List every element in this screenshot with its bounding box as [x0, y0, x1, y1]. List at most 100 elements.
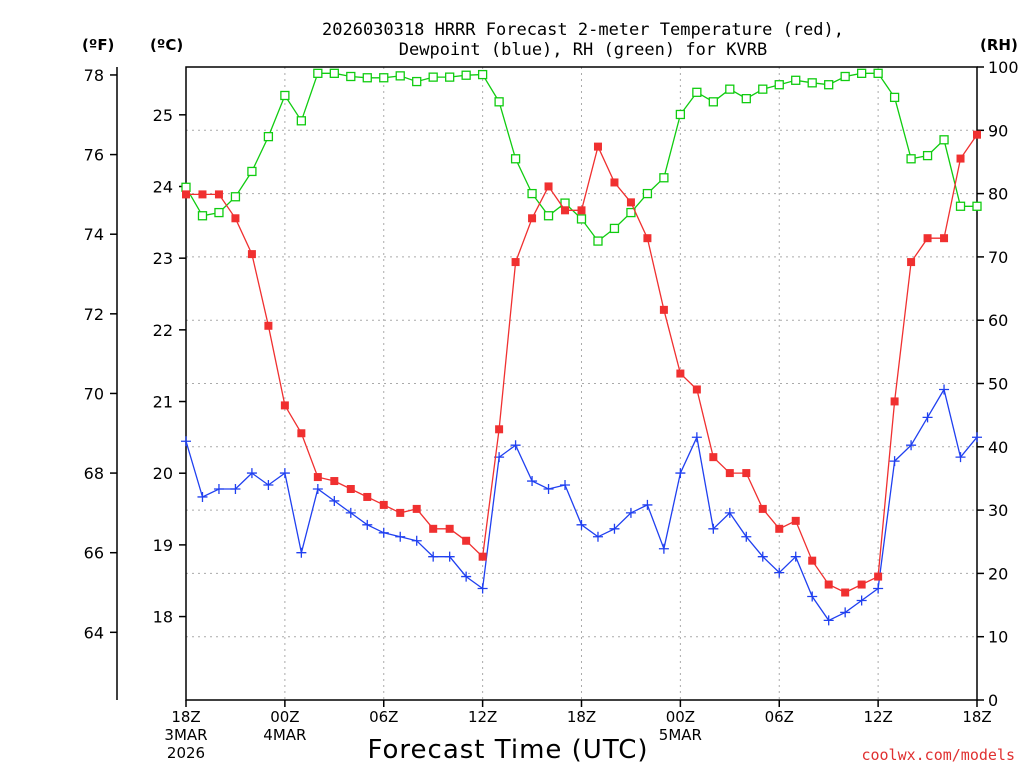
x-tick-label: 2026 — [167, 744, 205, 762]
fahrenheit-tick-label: 68 — [84, 464, 104, 483]
celsius-tick-label: 24 — [153, 177, 173, 196]
temperature-point — [758, 504, 767, 513]
celsius-tick-label: 20 — [153, 464, 173, 483]
rh-tick-label: 80 — [988, 185, 1008, 204]
rh-point — [313, 68, 323, 78]
rh-tick-label: 0 — [988, 691, 998, 710]
rh-point — [609, 223, 620, 234]
temperature-point — [231, 214, 240, 223]
temperature-point — [956, 154, 965, 163]
rh-point — [379, 73, 389, 83]
temperature-point — [940, 234, 949, 243]
temperature-point — [610, 178, 619, 187]
temperature-point — [742, 469, 751, 478]
dewpoint-point — [560, 480, 571, 491]
dewpoint-point — [790, 551, 801, 562]
x-tick-label: 18Z — [567, 708, 596, 726]
temperature-point — [577, 206, 586, 215]
temperature-point — [313, 473, 322, 482]
dewpoint-point — [823, 615, 834, 626]
gridlines — [186, 67, 977, 700]
rh-point — [741, 94, 751, 104]
temperature-point — [379, 500, 388, 509]
x-tick-label: 3MAR — [164, 726, 207, 744]
temperature-point — [214, 190, 223, 199]
x-tick-label: 18Z — [962, 708, 991, 726]
fahrenheit-tick-label: 72 — [84, 305, 104, 324]
dewpoint-point — [724, 507, 735, 518]
rh-point — [708, 97, 718, 107]
chart-title-line1: 2026030318 HRRR Forecast 2-meter Tempera… — [322, 20, 844, 40]
temperature-point — [182, 190, 190, 199]
temperature-point — [280, 401, 289, 410]
dewpoint-point — [939, 384, 950, 395]
rh-unit-label: (RH) — [980, 36, 1018, 54]
temperature-point — [396, 508, 405, 517]
rh-point — [807, 78, 817, 88]
x-tick-label: 06Z — [369, 708, 398, 726]
fahrenheit-tick-label: 64 — [84, 623, 104, 642]
temperature-point — [297, 429, 306, 438]
rh-point — [527, 188, 537, 199]
rh-point — [774, 80, 784, 90]
fahrenheit-tick-label: 78 — [84, 66, 104, 85]
celsius-axis: 18 19 20 21 22 23 24 25 — [153, 106, 186, 627]
temperature-point — [198, 190, 207, 199]
dewpoint-point — [741, 531, 752, 542]
rh-point — [675, 109, 686, 120]
dewpoint-point — [246, 468, 257, 479]
rh-tick-label: 10 — [988, 628, 1008, 647]
dewpoint-point — [675, 468, 686, 479]
rh-point — [791, 75, 801, 85]
x-tick-label: 00Z — [270, 708, 299, 726]
rh-point — [461, 70, 471, 80]
rh-point — [346, 71, 356, 82]
rh-point — [972, 201, 982, 211]
fahrenheit-unit-label: (ºF) — [82, 36, 114, 54]
dewpoint-point — [181, 436, 191, 447]
rh-point — [939, 135, 949, 145]
dewpoint-point — [807, 591, 818, 602]
dewpoint-point — [856, 595, 867, 606]
dewpoint-point — [592, 531, 603, 542]
dewpoint-point — [543, 484, 554, 494]
rh-point — [906, 154, 916, 164]
temperature-point — [626, 198, 635, 207]
temperature-point — [478, 552, 487, 561]
temperature-point — [346, 485, 355, 493]
dewpoint-point — [213, 484, 224, 494]
rh-point — [247, 166, 257, 177]
dewpoint-point — [477, 583, 488, 594]
dewpoint-point — [444, 551, 455, 562]
dewpoint-point — [312, 484, 323, 494]
temperature-point — [412, 504, 421, 513]
rh-point — [824, 80, 834, 90]
rh-tick-label: 20 — [988, 564, 1008, 583]
celsius-tick-label: 22 — [153, 321, 173, 340]
rh-point — [922, 150, 933, 161]
x-tick-label: 12Z — [863, 708, 892, 726]
rh-point — [593, 236, 603, 246]
series-dewpoint — [181, 384, 982, 626]
temperature-point — [775, 524, 784, 533]
celsius-tick-label: 23 — [153, 249, 173, 268]
celsius-tick-label: 25 — [153, 106, 173, 125]
x-axis-label: Forecast Time (UTC) — [367, 735, 648, 765]
dewpoint-point — [642, 499, 653, 510]
temperature-point — [659, 305, 668, 314]
dewpoint-point — [757, 551, 768, 562]
rh-tick-label: 90 — [988, 121, 1008, 140]
temperature-point — [692, 385, 701, 394]
rh-point — [955, 201, 966, 211]
fahrenheit-tick-label: 66 — [84, 544, 104, 563]
dewpoint-point — [279, 468, 290, 479]
rh-point — [692, 87, 702, 97]
dewpoint-point — [609, 523, 620, 534]
dewpoint-point — [774, 567, 785, 578]
dewpoint-point — [708, 523, 719, 534]
dewpoint-point — [527, 476, 538, 487]
dewpoint-point — [395, 531, 406, 542]
dewpoint-point — [510, 440, 521, 451]
temperature-point — [923, 234, 932, 243]
celsius-unit-label: (ºC) — [150, 36, 183, 54]
